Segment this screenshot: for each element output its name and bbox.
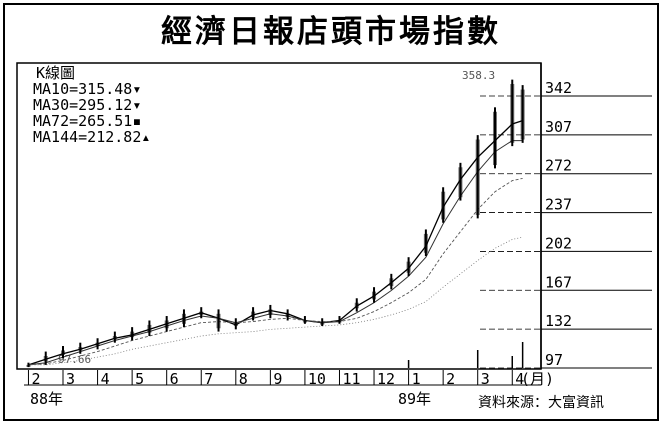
price-body [147,324,152,333]
x-tick-label: 5 [135,370,144,388]
x-tick-label: 6 [170,370,179,388]
x-tick-label: 8 [239,370,248,388]
series-ma72 [28,177,523,366]
x-tick-label: 4 [515,370,524,388]
legend-ma10: MA10=315.48▾ [33,80,141,98]
high-annotation: 358.3 [462,69,495,82]
y-tick-label: 132 [545,312,572,330]
price-body [520,89,525,140]
x-tick-label: 9 [273,370,282,388]
price-body [458,167,463,198]
price-body [441,191,446,220]
price-body [510,84,515,143]
price-body [130,331,135,338]
x-tick-label: 4 [101,370,110,388]
legend-ma30: MA30=295.12▾ [33,96,141,114]
x-tick-label: 2 [31,370,40,388]
x-unit-label: (月) [521,370,554,388]
x-tick-label: 11 [342,370,360,388]
chart-title: 經濟日報店頭市場指數 [161,14,501,50]
price-body [43,356,48,362]
price-body [251,311,256,318]
x-tick-label: 12 [377,370,395,388]
year-label-89: 89年 [398,390,431,408]
price-body [475,139,480,216]
x-tick-label: 3 [481,370,490,388]
volume-bars [407,342,524,368]
price-body [181,313,186,324]
price-body [26,364,31,367]
price-body [302,320,307,323]
series-ma10 [28,119,523,366]
price-body [389,278,394,287]
price-body [492,111,497,166]
y-tick-label: 202 [545,234,572,252]
plot-frame [16,62,542,370]
y-tick-label: 167 [545,273,572,291]
price-body [337,320,342,323]
y-tick-label: 97 [545,351,563,369]
price-body [112,336,117,340]
x-axis-ticks: 2 3 4 5 6 7 8 9 10 11 12 1 2 3 4(月) [24,370,554,388]
price-body [285,313,290,318]
x-tick-label: 7 [204,370,213,388]
series-ma144 [28,236,523,366]
legend-ma144: MA144=212.82▴ [33,128,150,146]
y-tick-label: 272 [545,157,572,175]
series-lines [28,119,523,366]
price-body [423,233,428,253]
y-tick-label: 307 [545,118,572,136]
chart-subtitle: K線圖 [36,64,75,82]
x-tick-label: 1 [412,370,421,388]
series-ma30 [28,140,523,366]
price-body [61,350,66,355]
y-axis-ticks: 342 307 272 237 202 167 132 97 [480,79,652,369]
y-tick-label: 342 [545,79,572,97]
price-body [95,342,100,347]
price-body [406,261,411,273]
x-tick-label: 2 [446,370,455,388]
price-body [216,313,221,329]
legend-ma72: MA72=265.51▪ [33,112,141,130]
price-body [268,309,273,315]
price-body [320,322,325,325]
price-body [233,322,238,327]
year-label-88: 88年 [30,390,63,408]
source-note: 資料來源：大富資訊 [478,394,604,411]
x-tick-label: 10 [308,370,326,388]
price-body [199,311,204,315]
y-tick-label: 237 [545,196,572,214]
price-body [78,347,83,351]
price-bars [26,79,525,368]
price-body [354,302,359,309]
x-tick-label: 3 [66,370,75,388]
price-body [372,291,377,300]
price-body [164,320,169,329]
